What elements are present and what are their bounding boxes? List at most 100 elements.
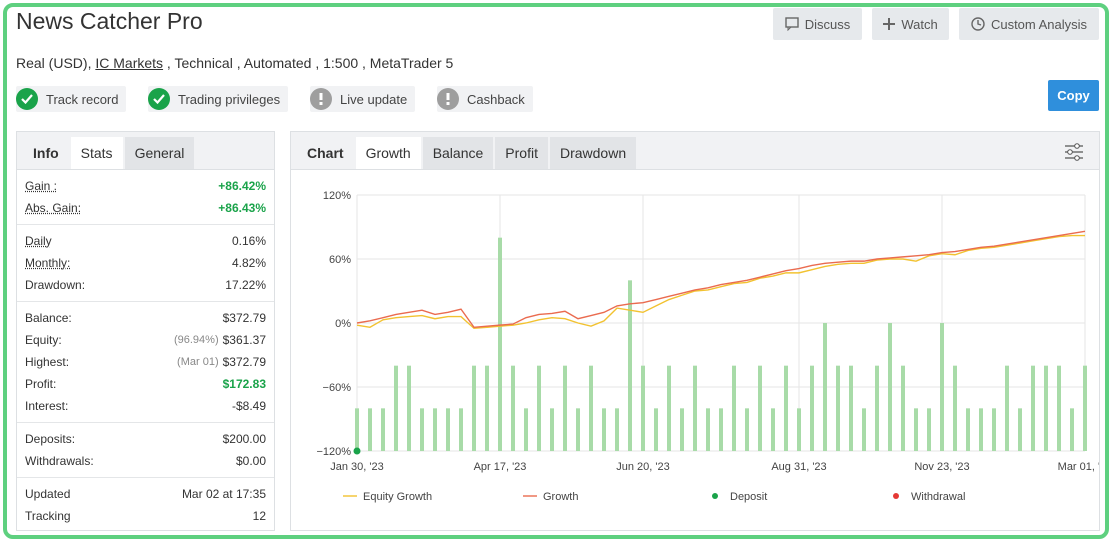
- stat-value: $0.00: [235, 454, 266, 468]
- bar: [1070, 408, 1074, 451]
- bar: [992, 408, 996, 451]
- bar: [1018, 408, 1022, 451]
- bar: [862, 408, 866, 451]
- bar: [446, 408, 450, 451]
- stat-label: Abs. Gain:: [25, 201, 82, 215]
- stat-note: (Mar 01): [177, 356, 219, 368]
- x-tick-label: Jan 30, '23: [330, 461, 383, 473]
- tab[interactable]: Profit: [495, 137, 548, 169]
- badge: Live update: [310, 86, 416, 112]
- status-icon: [148, 88, 170, 110]
- tabs: Chart Growth Balance Profit Drawdown: [291, 132, 1099, 170]
- settings-icon[interactable]: [1063, 142, 1085, 162]
- legend-label: Deposit: [730, 491, 767, 503]
- bar: [485, 365, 489, 451]
- stat-group: Gain : +86.42% Abs. Gain: +86.43%: [17, 170, 274, 225]
- stat-row: Interest: -$8.49: [25, 395, 266, 417]
- bar: [940, 323, 944, 451]
- stat-value: 17.22%: [225, 278, 266, 292]
- stat-value: $372.79: [222, 355, 266, 369]
- stat-row: Highest: (Mar 01) $372.79: [25, 351, 266, 373]
- bar: [771, 408, 775, 451]
- stat-value: $200.00: [222, 432, 266, 446]
- x-tick-label: Nov 23, '23: [914, 461, 969, 473]
- broker-link[interactable]: IC Markets: [95, 55, 164, 71]
- tab[interactable]: Growth: [355, 137, 421, 169]
- bar: [784, 365, 788, 451]
- stat-group: Deposits: $200.00 Withdrawals: $0.00: [17, 423, 274, 478]
- bar: [472, 365, 476, 451]
- bar: [498, 237, 502, 451]
- stat-value: 4.82%: [231, 256, 266, 270]
- stat-label: Updated: [25, 487, 71, 501]
- badge-label: Trading privileges: [178, 91, 281, 107]
- bar: [745, 408, 749, 451]
- bar: [875, 365, 879, 451]
- series-line: [356, 234, 1085, 330]
- x-tick-label: Mar 01, '24: [1058, 461, 1099, 473]
- stat-row: Daily 0.16%: [25, 230, 266, 252]
- bar: [979, 408, 983, 451]
- tab[interactable]: Drawdown: [549, 137, 637, 169]
- stat-label: Daily: [25, 234, 52, 248]
- bar: [420, 408, 424, 451]
- bar: [524, 408, 528, 451]
- bar: [1005, 365, 1009, 451]
- tabs: Info Stats General: [17, 132, 274, 170]
- stats: Gain : +86.42% Abs. Gain: +86.43% Daily 0.16%…: [17, 170, 274, 532]
- tab: Info: [33, 145, 59, 161]
- label: Discuss: [804, 16, 851, 32]
- text: Real (USD),: [16, 55, 96, 71]
- stat-label: Interest:: [25, 399, 69, 413]
- badge-label: Cashback: [467, 91, 525, 107]
- title: News Catcher Pro: [16, 8, 203, 34]
- status-icon: [437, 88, 459, 110]
- stat-group: Daily 0.16% Monthly: 4.82% Drawdown: 17.22%: [17, 225, 274, 302]
- discuss-button[interactable]: Discuss: [773, 8, 862, 40]
- bar: [797, 408, 801, 451]
- bar: [732, 365, 736, 451]
- bar: [836, 365, 840, 451]
- stat-value: Mar 02 at 17:35: [181, 487, 266, 501]
- bar: [888, 323, 892, 451]
- label: Custom Analysis: [990, 16, 1088, 32]
- x-tick-label: Apr 17, '23: [474, 461, 527, 473]
- tab[interactable]: Balance: [422, 137, 494, 169]
- stat-label: Gain :: [25, 179, 58, 193]
- bar: [589, 365, 593, 451]
- stat-label: Drawdown:: [25, 278, 86, 292]
- bar: [823, 323, 827, 451]
- bar: [550, 408, 554, 451]
- bar: [914, 408, 918, 451]
- y-tick-label: −60%: [323, 382, 352, 394]
- bar: [953, 365, 957, 451]
- bar: [537, 365, 541, 451]
- stat-group: Balance: $372.79 Equity: (96.94%) $361.37 Hig…: [17, 302, 274, 423]
- bar: [693, 365, 697, 451]
- watch-button[interactable]: Watch: [872, 8, 949, 40]
- tab[interactable]: Stats: [70, 137, 123, 169]
- custom-analysis-button[interactable]: Custom Analysis: [959, 8, 1099, 40]
- stat-label: Equity:: [25, 333, 62, 347]
- stat-value: $372.79: [222, 311, 266, 325]
- legend-marker: [893, 493, 899, 499]
- bar: [966, 408, 970, 451]
- tab[interactable]: General: [124, 137, 195, 169]
- stat-value: 12: [252, 509, 266, 523]
- bar: [511, 365, 515, 451]
- stat-label: Profit:: [25, 377, 57, 391]
- icon: [883, 18, 896, 30]
- bar: [849, 365, 853, 451]
- y-tick-label: 60%: [329, 254, 351, 266]
- bar: [628, 280, 632, 451]
- copy-button[interactable]: Copy: [1048, 80, 1099, 111]
- stat-value: +86.42%: [218, 179, 266, 193]
- y-tick-label: −120%: [316, 446, 351, 458]
- stat-row: Tracking 12: [25, 505, 266, 527]
- marker: [353, 447, 361, 455]
- stat-note: (96.94%): [173, 334, 219, 346]
- icon: [971, 17, 985, 31]
- bar: [381, 408, 385, 451]
- stat-label: Withdrawals:: [25, 454, 94, 468]
